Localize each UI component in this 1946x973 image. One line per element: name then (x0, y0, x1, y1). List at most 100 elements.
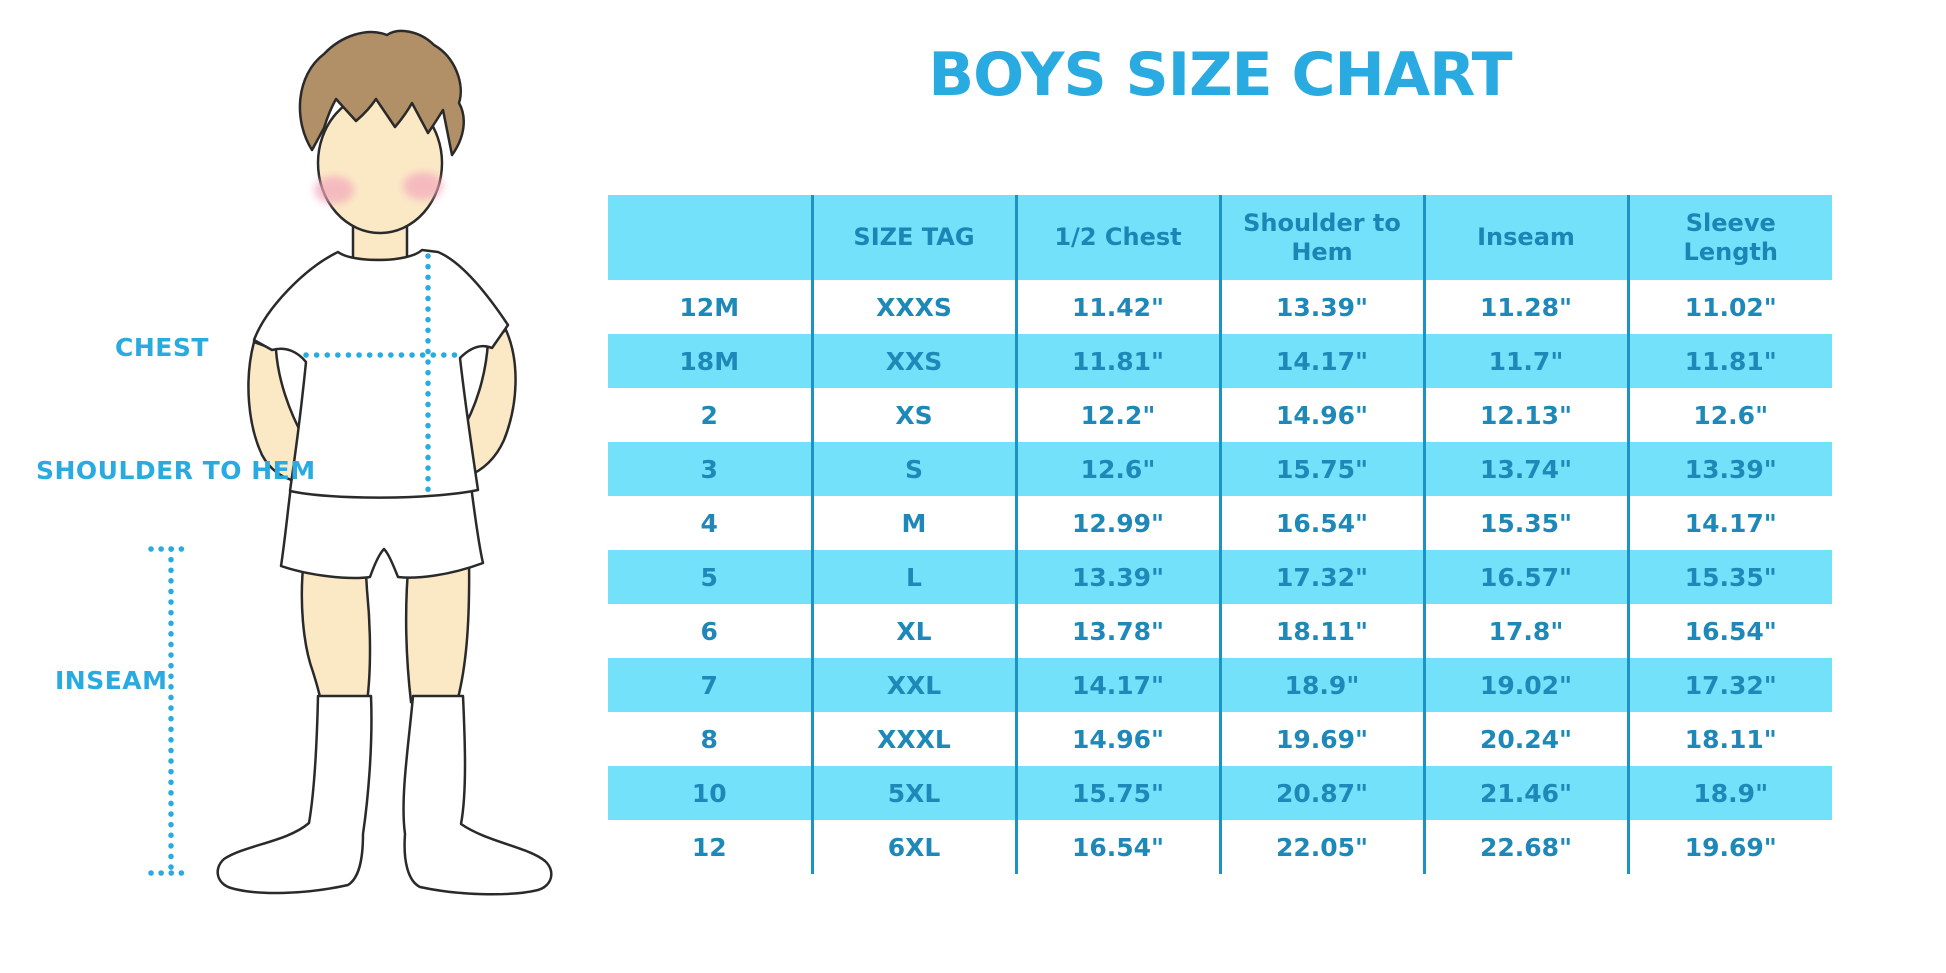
measurement-cell: 11.28" (1422, 280, 1628, 334)
chest-label: CHEST (115, 333, 209, 362)
measurement-cell: 18.9" (1218, 658, 1424, 712)
measurement-cell: 6XL (810, 820, 1016, 874)
measurement-cell: M (810, 496, 1016, 550)
table-row: 12 6XL 16.54" 22.05" 22.68" 19.69" (608, 820, 1832, 874)
size-table: SIZE TAG 1/2 Chest Shoulder to Hem Insea… (608, 195, 1832, 874)
size-cell: 8 (700, 724, 718, 754)
measurement-cell: 19.69" (1626, 820, 1832, 874)
measurement-cell: 19.02" (1422, 658, 1628, 712)
measurement-cell: 20.24" (1422, 712, 1628, 766)
t-shirt (252, 248, 510, 499)
measurement-cell: 18.11" (1218, 604, 1424, 658)
size-cell: 18M (608, 334, 812, 388)
arm-left (247, 340, 307, 484)
measurement-cell: 11.7" (1422, 334, 1628, 388)
size-cell: 12 (691, 832, 727, 862)
measurement-cell: 20.87" (1218, 766, 1424, 820)
table-row: 7 XXL 14.17" 18.9" 19.02" 17.32" (608, 658, 1832, 712)
size-table-body: 12M XXXS 11.42" 13.39" 11.28" 11.02" 18M XXS 11.… (608, 280, 1832, 874)
measurement-cell: 17.8" (1422, 604, 1628, 658)
size-cell: 10 (608, 766, 812, 820)
table-row: 12M XXXS 11.42" 13.39" 11.28" 11.02" (608, 280, 1832, 334)
measurement-cell: XXXL (810, 712, 1016, 766)
measurement-cell: 12.6" (1014, 442, 1220, 496)
size-cell: 2 (700, 400, 718, 430)
measurement-cell: 13.39" (1014, 550, 1220, 604)
measurement-cell: 12.99" (1014, 496, 1220, 550)
hair (298, 29, 465, 157)
measurement-cell: 14.96" (1014, 712, 1220, 766)
measurement-cell: 18.9" (1626, 766, 1832, 820)
measurement-cell: XXXS (810, 280, 1016, 334)
measurement-cell: 14.96" (1218, 388, 1424, 442)
table-row: 10 5XL 15.75" 20.87" 21.46" 18.9" (608, 766, 1832, 820)
measurement-cell: 14.17" (1626, 496, 1832, 550)
measurement-cell: 11.81" (1014, 334, 1220, 388)
measurement-cell: 21.46" (1422, 766, 1628, 820)
measurement-cell: 15.75" (1218, 442, 1424, 496)
measurement-cell: 11.42" (1014, 280, 1220, 334)
header-cell-size (608, 195, 812, 280)
size-cell: 6 (700, 616, 718, 646)
inseam-label: INSEAM (55, 666, 168, 695)
size-table-header: SIZE TAG 1/2 Chest Shoulder to Hem Insea… (608, 195, 1832, 280)
measurement-cell: 16.54" (1014, 820, 1220, 874)
measurement-cell: 11.81" (1626, 334, 1832, 388)
measurement-cell: 13.39" (1626, 442, 1832, 496)
measurement-cell: XS (810, 388, 1016, 442)
size-cell: 7 (608, 658, 812, 712)
measurement-cell: XL (810, 604, 1016, 658)
measurement-cell: 18.11" (1626, 712, 1832, 766)
size-cell: 4 (700, 508, 718, 538)
arm-right (458, 328, 517, 479)
table-row: 5 L 13.39" 17.32" 16.57" 15.35" (608, 550, 1832, 604)
measurement-cell: 16.54" (1218, 496, 1424, 550)
measurement-cell: 12.2" (1014, 388, 1220, 442)
measurement-cell: 19.69" (1218, 712, 1424, 766)
header-cell-half-chest: 1/2 Chest (1014, 195, 1220, 280)
header-row: SIZE TAG 1/2 Chest Shoulder to Hem Insea… (608, 195, 1832, 280)
cheek-left (314, 176, 354, 204)
measurement-cell: 22.68" (1422, 820, 1628, 874)
measurement-cell: S (810, 442, 1016, 496)
measurement-cell: 17.32" (1218, 550, 1424, 604)
measurement-cell: 13.74" (1422, 442, 1628, 496)
measurement-cell: 5XL (810, 766, 1016, 820)
header-cell-inseam: Inseam (1422, 195, 1628, 280)
measurement-cell: L (810, 550, 1016, 604)
size-cell: 12M (679, 292, 740, 322)
table-row: 4 M 12.99" 16.54" 15.35" 14.17" (608, 496, 1832, 550)
shoulder-to-hem-label: SHOULDER TO HEM (36, 456, 316, 485)
measurement-cell: 14.17" (1014, 658, 1220, 712)
measurement-cell: 12.6" (1626, 388, 1832, 442)
boy-illustration (148, 29, 553, 896)
table-row: 3 S 12.6" 15.75" 13.74" 13.39" (608, 442, 1832, 496)
measurement-cell: 13.39" (1218, 280, 1424, 334)
header-cell-sleeve-length: Sleeve Length (1626, 195, 1832, 280)
measurement-cell: 17.32" (1626, 658, 1832, 712)
measurement-cell: 15.35" (1422, 496, 1628, 550)
size-cell: 5 (608, 550, 812, 604)
header-cell-size-tag: SIZE TAG (810, 195, 1016, 280)
measurement-cell: 16.57" (1422, 550, 1628, 604)
sock-right (402, 694, 553, 896)
leg-right (404, 556, 471, 704)
measurement-cell: 15.75" (1014, 766, 1220, 820)
shorts (279, 476, 485, 580)
cheek-right (403, 172, 443, 200)
measurement-cell: 14.17" (1218, 334, 1424, 388)
measurement-cell: XXS (810, 334, 1016, 388)
table-row: 8 XXXL 14.96" 19.69" 20.24" 18.11" (608, 712, 1832, 766)
table-row: 2 XS 12.2" 14.96" 12.13" 12.6" (608, 388, 1832, 442)
page-title: BOYS SIZE CHART (928, 40, 1512, 110)
table-row: 18M XXS 11.81" 14.17" 11.7" 11.81" (608, 334, 1832, 388)
measurement-cell: 15.35" (1626, 550, 1832, 604)
measurement-cell: 12.13" (1422, 388, 1628, 442)
leg-left (300, 556, 372, 704)
measurement-cell: 22.05" (1218, 820, 1424, 874)
measurement-cell: XXL (810, 658, 1016, 712)
measurement-cell: 13.78" (1014, 604, 1220, 658)
sock-left (216, 694, 373, 895)
table-row: 6 XL 13.78" 18.11" 17.8" 16.54" (608, 604, 1832, 658)
